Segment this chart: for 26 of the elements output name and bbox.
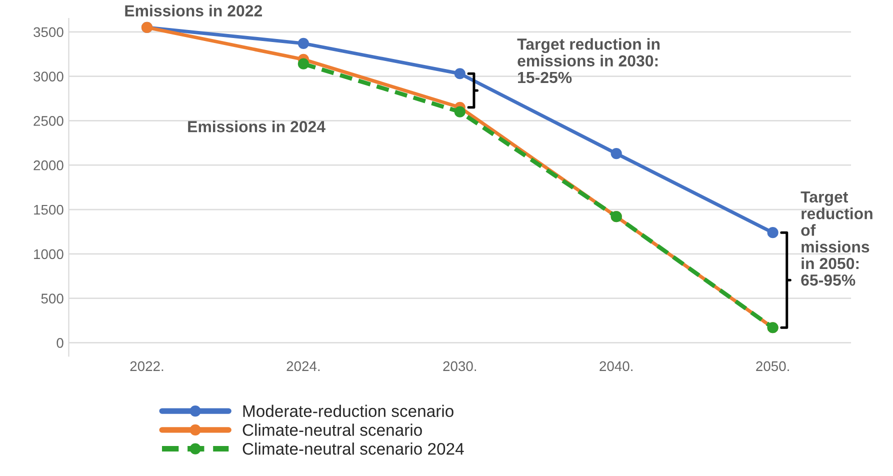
legend-label: Moderate-reduction scenario — [243, 404, 454, 418]
y-tick-label: 1500 — [34, 204, 64, 215]
point — [298, 58, 309, 70]
annotation: Target reduction in emissions in 2030: 15-25% — [517, 38, 660, 84]
point — [454, 68, 466, 80]
point — [767, 227, 778, 238]
y-tick-label: 2500 — [34, 116, 64, 126]
x-tick-label: 2050. — [756, 361, 789, 372]
legend-label: Climate-neutral scenario 2024 — [242, 442, 464, 455]
text: Emissions in 2022 — [125, 4, 262, 16]
point — [610, 148, 622, 160]
x-tick-label: 2040. — [600, 361, 632, 372]
annotation: Target reduction of missions in 2050: 65-95% — [800, 191, 872, 286]
y-tick-label: 3000 — [34, 72, 64, 82]
y-tick-label: 500 — [41, 294, 64, 304]
x-tick-label: 2024. — [286, 361, 320, 372]
annotation: Emissions in 2024 — [188, 120, 326, 132]
y-tick-label: 2000 — [34, 160, 64, 170]
point — [298, 38, 309, 49]
y-tick-label: 0 — [56, 338, 64, 348]
legend-label: Climate-neutral scenario — [242, 424, 422, 436]
x-tick-label: 2030. — [443, 361, 476, 372]
y-tick-label: 1000 — [34, 249, 64, 260]
x-tick-label: 2022. — [130, 361, 164, 372]
y-tick-label: 3500 — [34, 27, 64, 38]
point — [454, 106, 466, 118]
